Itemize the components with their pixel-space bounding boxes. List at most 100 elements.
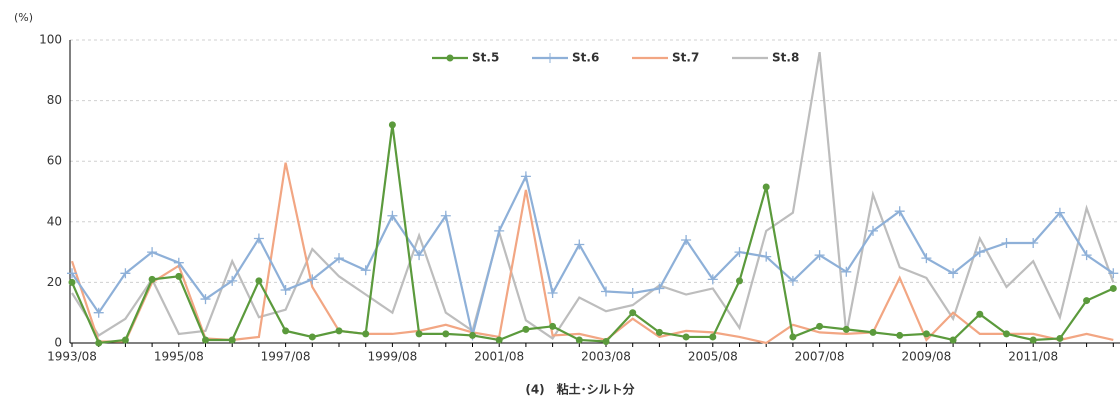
series [71, 51, 1115, 340]
y-tick-label: 40 [47, 214, 62, 228]
x-tick-label: 1997/08 [261, 350, 311, 364]
point [495, 336, 503, 344]
point [1109, 284, 1117, 292]
point [362, 330, 370, 338]
point [654, 283, 665, 294]
point [282, 327, 290, 335]
point [894, 206, 905, 217]
point [974, 247, 985, 258]
x-tick-label: 1995/08 [154, 350, 204, 364]
point [121, 336, 129, 344]
point [682, 333, 690, 341]
point [549, 322, 557, 330]
point [762, 183, 770, 191]
point [1029, 336, 1037, 344]
point [547, 288, 558, 299]
point [842, 325, 850, 333]
point [522, 325, 530, 333]
point [949, 336, 957, 344]
point [1003, 330, 1010, 338]
point [922, 330, 930, 338]
point [709, 333, 717, 341]
y-tick-label: 60 [47, 154, 62, 168]
point [120, 268, 131, 279]
legend-label: St.6 [572, 51, 599, 65]
point [175, 272, 183, 280]
legend-label: St.7 [672, 51, 699, 65]
x-tick-label: 1999/08 [367, 350, 417, 364]
point [921, 253, 932, 264]
x-tick-label: 2009/08 [901, 350, 951, 364]
point [440, 210, 451, 221]
point [629, 309, 637, 317]
point [308, 333, 316, 341]
point [814, 250, 825, 261]
point [148, 275, 156, 283]
y-axis-unit: (%) [14, 11, 33, 24]
point [841, 266, 852, 277]
point [147, 247, 158, 258]
chart-title: (4) 粘土･シルト分 [525, 382, 634, 397]
point [1108, 268, 1119, 279]
x-tick-label: 2001/08 [474, 350, 524, 364]
point [734, 247, 745, 258]
point [415, 330, 423, 338]
point [227, 275, 238, 286]
x-tick-label: 1993/08 [47, 350, 97, 364]
series-line [70, 124, 1114, 345]
point [681, 234, 692, 245]
point [255, 277, 263, 285]
point [1054, 207, 1065, 218]
x-tick-label: 2011/08 [1008, 350, 1058, 364]
point [494, 225, 505, 236]
series-line [71, 173, 1114, 336]
point [202, 336, 209, 344]
point [228, 336, 236, 344]
y-tick-label: 100 [39, 33, 62, 47]
legend-marker [446, 54, 454, 62]
point [789, 333, 797, 341]
point [469, 331, 476, 339]
legend-label: St.8 [772, 51, 799, 65]
x-tick-label: 2005/08 [688, 350, 738, 364]
y-tick-label: 20 [47, 275, 62, 289]
point [1056, 334, 1064, 342]
point [601, 286, 611, 297]
legend-marker [545, 53, 555, 63]
point [68, 278, 76, 286]
point [200, 294, 211, 305]
point [173, 257, 184, 268]
point [95, 339, 103, 347]
point [655, 328, 663, 336]
point [280, 284, 291, 295]
series-line [71, 51, 1115, 340]
point [1081, 250, 1092, 261]
point [896, 331, 904, 339]
point [787, 275, 798, 286]
point [736, 277, 743, 285]
y-tick-label: 0 [54, 336, 62, 350]
point [575, 336, 583, 344]
point [1028, 238, 1039, 249]
point [707, 274, 718, 285]
point [627, 288, 638, 299]
legend-label: St.5 [472, 51, 499, 65]
series [67, 171, 1119, 341]
point [307, 274, 318, 285]
point [335, 327, 343, 335]
point [602, 337, 610, 345]
series [68, 121, 1117, 347]
point [1083, 297, 1091, 305]
series-line [70, 162, 1114, 345]
point [67, 268, 77, 279]
x-tick-label: 2003/08 [581, 350, 631, 364]
point [334, 253, 344, 264]
point [761, 251, 772, 262]
point [868, 225, 878, 236]
x-tick-label: 2007/08 [795, 350, 845, 364]
point [816, 322, 824, 330]
point [387, 210, 398, 221]
point [442, 330, 450, 338]
point [948, 268, 959, 279]
